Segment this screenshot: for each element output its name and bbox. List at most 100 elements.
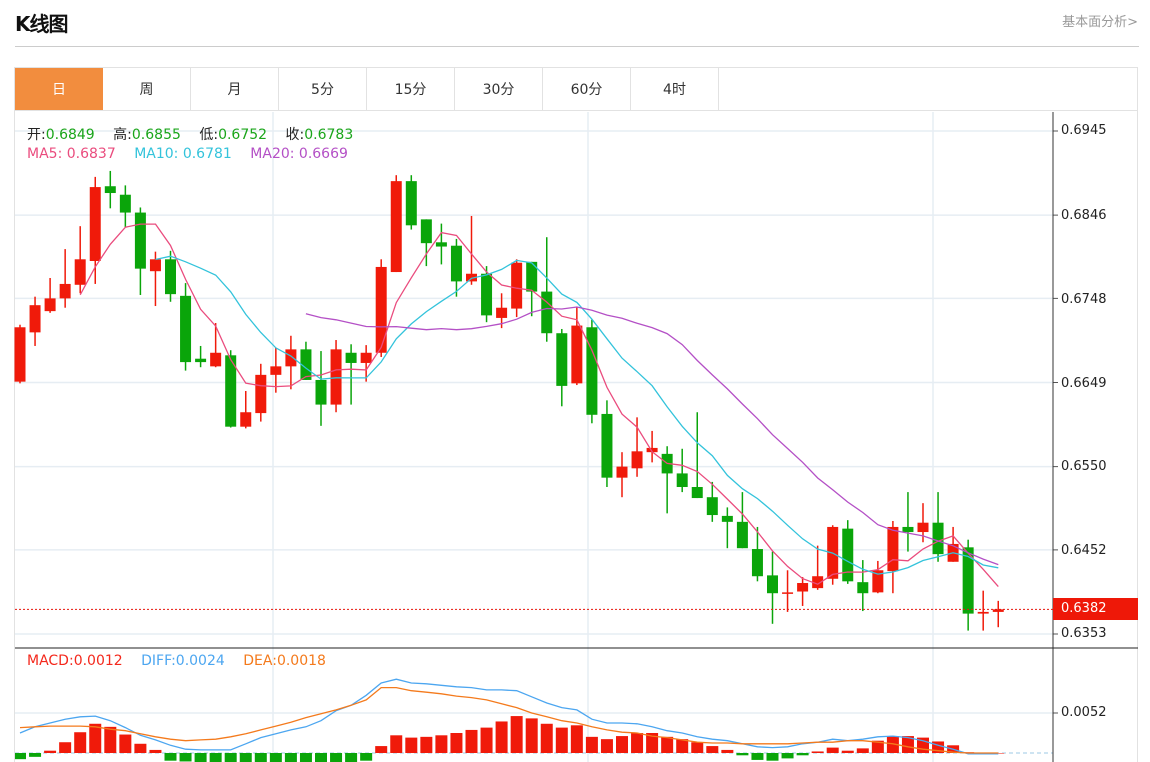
- candle-body: [345, 352, 357, 363]
- candle-body: [962, 547, 974, 614]
- macd-bar: [585, 736, 598, 753]
- candle-body: [210, 352, 222, 367]
- candle-body: [932, 522, 944, 555]
- price-tick: 0.6748: [1061, 292, 1107, 307]
- candle-body: [240, 412, 252, 427]
- candle-body: [872, 570, 884, 593]
- ohlc-readout: 开:0.6849 高:0.6855 低:0.6752 收:0.6783: [27, 124, 353, 144]
- low-label: 低:: [199, 127, 219, 143]
- macd-bar: [706, 746, 719, 753]
- ma-lines: [79, 223, 999, 588]
- price-tick: 0.6945: [1061, 123, 1107, 138]
- macd-bar: [856, 748, 869, 753]
- tab-day[interactable]: 日: [15, 68, 103, 110]
- candle-body: [285, 349, 297, 367]
- macd-bar: [360, 753, 373, 761]
- macd-bar: [826, 747, 839, 753]
- candle-body: [601, 413, 613, 478]
- diff-label: DIFF:: [141, 653, 176, 669]
- tab-5min[interactable]: 5分: [279, 68, 367, 110]
- candle-body: [29, 305, 41, 333]
- candle-body: [721, 515, 733, 522]
- macd-bar: [164, 753, 177, 761]
- macd-bar: [495, 721, 508, 753]
- open-value: 0.6849: [45, 127, 95, 143]
- macd-bar: [525, 718, 538, 753]
- candle-body: [435, 242, 447, 247]
- diff-line: [19, 678, 999, 755]
- candle-body: [300, 349, 312, 380]
- macd-bar: [616, 736, 628, 753]
- macd-bar: [104, 726, 117, 753]
- price-tick: 0.6353: [1061, 626, 1107, 641]
- macd-bar: [450, 733, 463, 753]
- macd-bar: [871, 740, 884, 753]
- tab-30min[interactable]: 30分: [455, 68, 543, 110]
- macd-bar: [74, 732, 87, 753]
- tab-week[interactable]: 周: [103, 68, 191, 110]
- price-tick: 0.6550: [1061, 459, 1107, 474]
- macd-bar: [465, 729, 478, 753]
- price-tick: 0.6846: [1061, 208, 1107, 223]
- ma10-label: MA10:: [134, 146, 179, 162]
- ma10-line: [155, 255, 999, 575]
- ma5-line: [79, 223, 999, 588]
- candle-body: [89, 187, 101, 261]
- candle-body: [225, 355, 237, 427]
- macd-bar: [179, 753, 192, 762]
- candle-body: [195, 358, 207, 363]
- macd-bar: [119, 734, 132, 753]
- dea-label: DEA:: [243, 653, 277, 669]
- candle-body: [134, 212, 146, 269]
- candle-body: [736, 521, 748, 549]
- candle-body: [812, 576, 824, 589]
- price-tick: 0.6649: [1061, 376, 1107, 391]
- macd-bar: [540, 723, 553, 753]
- low-value: 0.6752: [218, 127, 268, 143]
- macd-bar: [390, 735, 403, 753]
- candle-body: [375, 266, 387, 353]
- macd-bar: [239, 753, 252, 762]
- macd-bar: [284, 753, 297, 762]
- tab-60min[interactable]: 60分: [543, 68, 631, 110]
- candles: [14, 170, 1004, 631]
- macd-bar: [751, 753, 764, 760]
- ma5-value: 0.6837: [66, 146, 116, 162]
- candle-body: [44, 298, 56, 312]
- macd-bar: [480, 727, 493, 753]
- high-label: 高:: [113, 127, 132, 143]
- macd-bar: [44, 750, 57, 753]
- macd-bar: [766, 753, 779, 761]
- candle-body: [631, 451, 643, 469]
- high-value: 0.6855: [131, 127, 181, 143]
- close-label: 收:: [285, 127, 305, 143]
- macd-readout: MACD:0.0012 DIFF:0.0024 DEA:0.0018: [27, 653, 326, 669]
- ma10-value: 0.6781: [182, 146, 232, 162]
- candle-body: [586, 327, 598, 415]
- macd-bar: [89, 723, 102, 753]
- candle-body: [992, 609, 1004, 612]
- tab-4hour[interactable]: 4时: [631, 68, 719, 110]
- open-label: 开:: [27, 127, 46, 143]
- candle-body: [255, 374, 267, 414]
- fundamental-analysis-link[interactable]: 基本面分析>: [1062, 15, 1138, 30]
- tab-month[interactable]: 月: [191, 68, 279, 110]
- chart-frame: [14, 111, 1138, 762]
- candle-body: [180, 295, 192, 363]
- candle-body: [149, 259, 161, 272]
- macd-bar: [134, 743, 147, 753]
- candle-body: [616, 466, 628, 478]
- macd-bar: [420, 736, 433, 753]
- axes: [15, 112, 1138, 762]
- macd-bar: [811, 751, 824, 753]
- candle-body: [977, 611, 989, 614]
- candle-body: [706, 497, 718, 516]
- candle-body: [315, 379, 327, 405]
- candle-body: [676, 473, 688, 488]
- macd-bar: [435, 735, 448, 753]
- tab-15min[interactable]: 15分: [367, 68, 455, 110]
- macd-label: MACD:: [27, 653, 74, 669]
- candle-body: [526, 261, 538, 292]
- candle-body: [767, 575, 778, 594]
